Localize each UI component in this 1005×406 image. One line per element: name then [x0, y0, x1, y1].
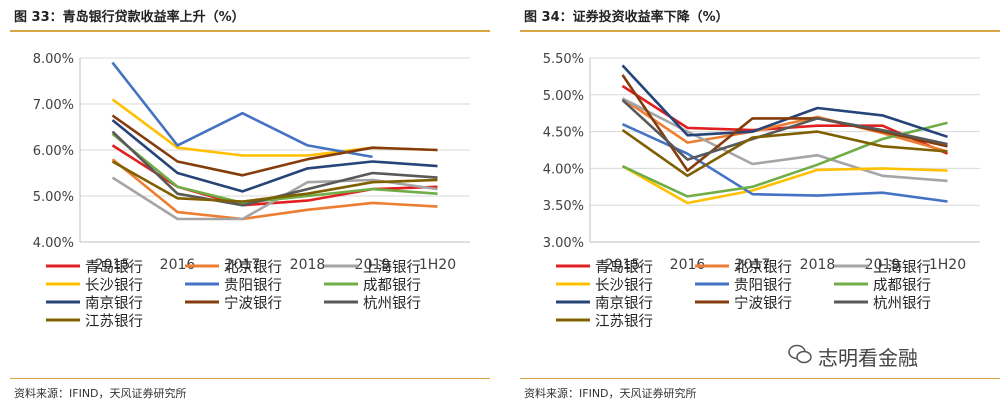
legend-label: 青岛银行 [595, 259, 653, 276]
series-line-10 [111, 160, 438, 203]
y-tick-label: 7.00% [33, 98, 74, 113]
panel-title: 图 33：青岛银行贷款收益率上升（%） [14, 10, 245, 25]
y-tick-label: 4.00% [33, 236, 74, 251]
y-tick-label: 6.00% [33, 144, 74, 159]
watermark-text: 志明看金融 [818, 346, 918, 370]
series-line-7 [111, 119, 438, 193]
series-line-5 [111, 61, 373, 159]
legend-label: 上海银行 [363, 259, 421, 276]
series-line-8 [621, 74, 948, 172]
legend-label: 青岛银行 [85, 259, 143, 276]
x-tick-label: 2017 [735, 257, 771, 273]
x-tick-label: 2019 [865, 257, 901, 273]
series-line-6 [111, 132, 438, 205]
legend-label: 长沙银行 [595, 277, 653, 294]
chart-1: 3.00% 3.50% 4.00% 4.50% 5.00% 5.50% 2015 2016 20… [543, 52, 980, 330]
panel-title: 图 34：证券投资收益率下降（%） [524, 10, 729, 25]
series-line-3 [621, 97, 948, 183]
wechat-icon [788, 344, 812, 364]
y-tick-label: 8.00% [33, 52, 74, 67]
source-rule [520, 378, 1000, 379]
title-rule [520, 30, 1000, 32]
legend-label: 北京银行 [224, 259, 282, 276]
x-tick-label: 2018 [800, 257, 836, 273]
source-note: 资料来源：IFIND，天风证券研究所 [524, 387, 697, 400]
source-rule [10, 378, 490, 379]
title-rule [10, 30, 490, 32]
x-tick-label: 2018 [290, 257, 326, 273]
legend-label: 南京银行 [595, 295, 653, 312]
legend-label: 北京银行 [734, 259, 792, 276]
y-tick-label: 3.50% [543, 199, 584, 214]
legend-label: 贵阳银行 [224, 277, 282, 294]
series-line-2 [111, 158, 438, 221]
source-note: 资料来源：IFIND，天风证券研究所 [14, 387, 187, 400]
legend-label: 江苏银行 [85, 313, 143, 330]
x-tick-label: 2017 [225, 257, 261, 273]
legend-label: 宁波银行 [224, 295, 282, 312]
legend-label: 杭州银行 [873, 295, 931, 312]
x-tick-label: 2016 [160, 257, 196, 273]
y-tick-label: 4.50% [543, 126, 584, 141]
x-tick-label: 2015 [95, 257, 131, 273]
series-line-6 [621, 121, 948, 198]
legend-label: 贵阳银行 [734, 277, 792, 294]
legend-label: 长沙银行 [85, 277, 143, 294]
legend-label: 南京银行 [85, 295, 143, 312]
legend-label: 杭州银行 [363, 295, 421, 312]
series-line-4 [621, 165, 948, 205]
x-tick-label: 2019 [355, 257, 391, 273]
y-tick-label: 4.00% [543, 162, 584, 177]
left-panel: 图 33：青岛银行贷款收益率上升（%） 4.00% 5.00% 6.00% 7.00%… [0, 0, 495, 406]
y-tick-label: 3.00% [543, 236, 584, 251]
legend-label: 宁波银行 [734, 295, 792, 312]
x-tick-label: 1H20 [929, 257, 966, 273]
y-tick-label: 5.00% [543, 89, 584, 104]
x-tick-label: 1H20 [419, 257, 456, 273]
series-line-10 [621, 129, 948, 178]
x-tick-label: 2016 [670, 257, 706, 273]
legend-label: 成都银行 [873, 277, 931, 294]
y-tick-label: 5.00% [33, 190, 74, 205]
series-line-7 [621, 64, 948, 139]
x-tick-label: 2015 [605, 257, 641, 273]
y-tick-label: 5.50% [543, 52, 584, 67]
right-panel: 图 34：证券投资收益率下降（%） 3.00% 3.50% 4.00% 4.50% 5.… [510, 0, 1005, 406]
chart-0: 4.00% 5.00% 6.00% 7.00% 8.00% 2015 2016 2017 201… [33, 52, 470, 330]
series-line-9 [621, 99, 948, 161]
legend-label: 成都银行 [363, 277, 421, 294]
series-line-8 [111, 114, 438, 177]
legend-label: 上海银行 [873, 259, 931, 276]
legend-label: 江苏银行 [595, 313, 653, 330]
